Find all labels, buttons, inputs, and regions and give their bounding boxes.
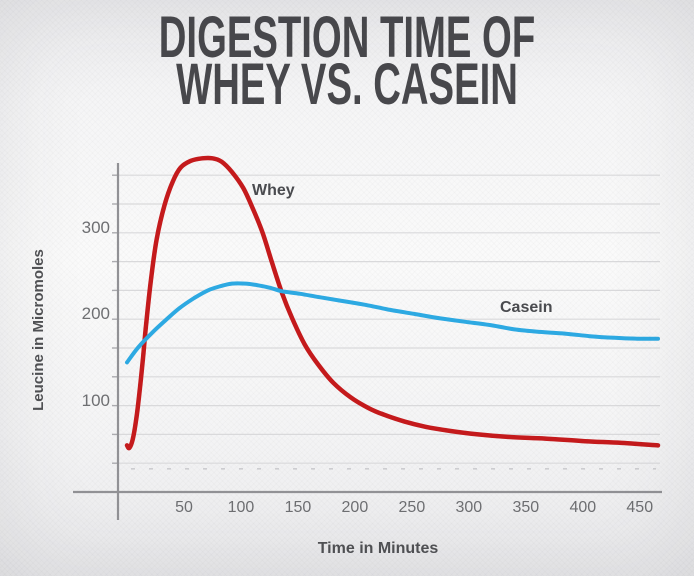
- x-tick-label: 100: [227, 499, 255, 516]
- casein-series-label: Casein: [500, 299, 553, 316]
- x-axis-title: Time in Minutes: [317, 540, 439, 557]
- x-tick-label: 350: [512, 499, 540, 516]
- title-line-1: DIGESTION TIME OF: [158, 5, 536, 70]
- x-tick-label: 200: [341, 499, 369, 516]
- y-tick-label: 200: [81, 304, 110, 324]
- whey-series-label: Whey: [252, 182, 295, 199]
- y-axis-title: Leucine in Micromoles: [30, 249, 47, 411]
- y-tick-label: 100: [81, 390, 110, 410]
- x-tick-label: 50: [175, 499, 193, 516]
- axes: [73, 163, 662, 520]
- casein-curve: [125, 281, 660, 365]
- page-title: DIGESTION TIME OF WHEY VS. CASEIN: [0, 5, 694, 117]
- x-tick-label: 150: [284, 499, 312, 516]
- gridlines: [118, 174, 660, 464]
- x-tick-label: 300: [455, 499, 483, 516]
- x-tick-label: 450: [626, 499, 654, 516]
- y-tick-label: 300: [81, 217, 110, 237]
- x-tick-label: 250: [398, 499, 426, 516]
- whey-curve: [124, 155, 661, 451]
- x-tick-label: 400: [569, 499, 597, 516]
- title-line-2: WHEY VS. CASEIN: [176, 52, 518, 117]
